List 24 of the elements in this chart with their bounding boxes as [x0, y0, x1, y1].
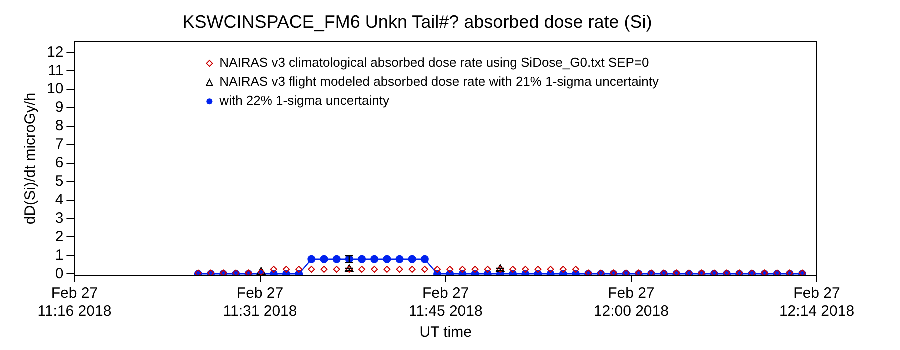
y-tick-label: 9: [55, 99, 64, 116]
legend-label: NAIRAS v3 flight modeled absorbed dose rate with 21% 1-sigma uncertainty: [220, 74, 660, 90]
x-tick-label: Feb 27 12:14 2018: [779, 285, 855, 320]
legend-label: NAIRAS v3 climatological absorbed dose rate using SiDose_G0.txt SEP=0: [220, 55, 650, 70]
x-tick-label: Feb 27 11:45 2018: [408, 285, 483, 320]
legend-label: with 22% 1-sigma uncertainty: [218, 93, 390, 108]
y-tick-label: 4: [55, 191, 64, 208]
x-tick-label: Feb 27 11:31 2018: [223, 285, 298, 320]
chart-title: KSWCINSPACE_FM6 Unkn Tail#? absorbed dose rate (Si): [182, 12, 652, 32]
y-tick-label: 10: [46, 80, 64, 98]
y-tick-label: 12: [46, 44, 64, 61]
y-axis-title: dD(Si)/dt microGy/h: [22, 92, 40, 225]
x-tick-label: Feb 27 11:16 2018: [38, 285, 112, 320]
x-tick-label: Feb 27 12:00 2018: [594, 285, 669, 320]
y-tick-label: 5: [55, 173, 64, 190]
y-tick-label: 1: [55, 246, 64, 264]
y-tick-label: 0: [55, 265, 64, 282]
y-tick-label: 11: [48, 62, 64, 80]
y-tick-label: 8: [55, 118, 64, 135]
x-axis-title: UT time: [420, 324, 472, 342]
y-tick-label: 6: [55, 154, 64, 172]
y-tick-label: 7: [55, 136, 64, 154]
y-tick-label: 2: [55, 228, 64, 246]
y-tick-label: 3: [55, 210, 64, 227]
